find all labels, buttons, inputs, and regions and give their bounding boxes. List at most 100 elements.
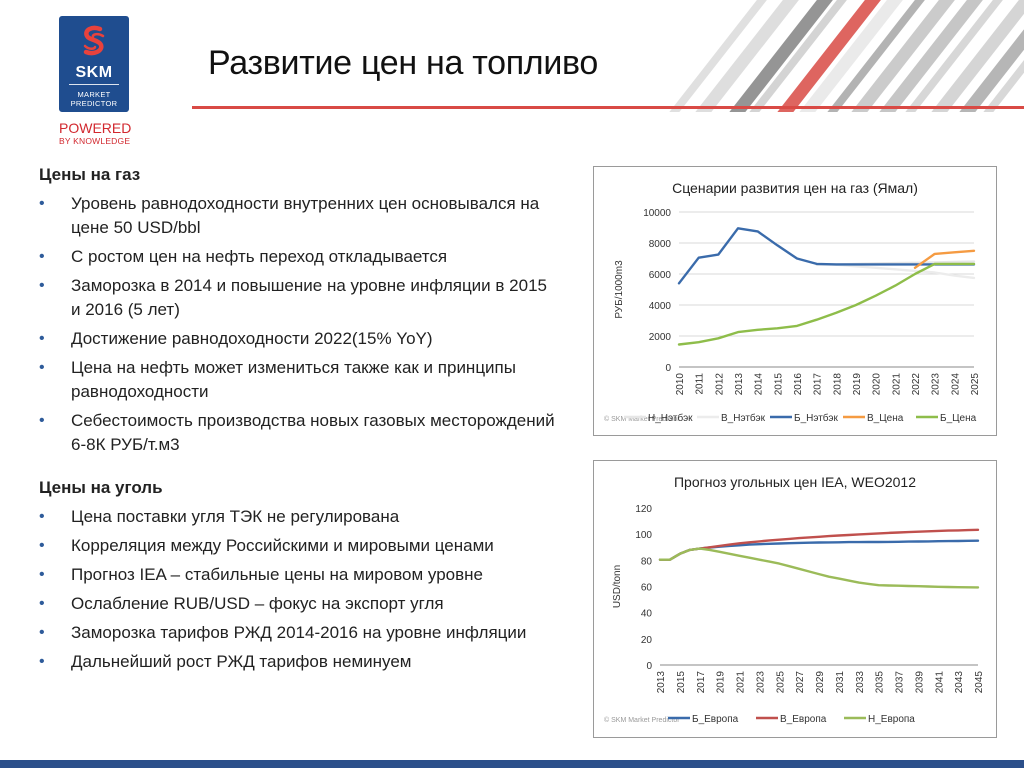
x-tick-label: 2029 <box>815 671 826 694</box>
skm-logo-mark-icon <box>83 25 105 56</box>
x-tick-label: 2020 <box>872 373 883 396</box>
legend-label: Б_Нэтбэк <box>794 412 839 424</box>
header-stripes <box>640 0 1024 112</box>
y-tick-label: 2000 <box>649 332 672 343</box>
bullet-item: С ростом цен на нефть переход откладывае… <box>39 245 559 269</box>
coal-chart-frame: Прогноз угольных цен IEA, WEO2012 0 20 40 60… <box>593 460 997 738</box>
skm-logo: SKM MARKET PREDICTOR <box>59 16 129 112</box>
y-tick-label: 4000 <box>649 301 672 312</box>
x-tick-label: 2027 <box>795 671 806 694</box>
chart-watermark: © SKM Market Predictor <box>604 415 680 423</box>
x-tick-label: 2015 <box>676 671 687 694</box>
x-tick-label: 2023 <box>755 671 766 694</box>
bullet-item: Достижение равнодоходности 2022(15% YoY) <box>39 327 559 351</box>
logo-tagline: MARKET PREDICTOR <box>59 90 129 108</box>
x-tick-label: 2014 <box>754 373 765 396</box>
series-line <box>815 262 976 280</box>
gas-chart-frame: Сценарии развития цен на газ (Ямал) 0 2000… <box>593 166 997 436</box>
x-tick-label: 2019 <box>716 671 727 694</box>
bullet-item: Корреляция между Российскими и мировыми … <box>39 534 559 558</box>
x-tick-label: 2011 <box>695 373 706 395</box>
chart-watermark: © SKM Market Predictor <box>604 716 680 724</box>
text-column: Цены на газ Уровень равнодоходности внут… <box>39 164 559 679</box>
title-underline <box>192 106 1024 109</box>
y-tick-label: 60 <box>641 583 653 594</box>
gas-heading: Цены на газ <box>39 165 141 184</box>
y-tick-label: 40 <box>641 609 653 620</box>
series-line <box>677 227 976 285</box>
legend-label: В_Европа <box>780 714 827 725</box>
x-tick-label: 2018 <box>832 373 843 396</box>
bullet-item: Цена на нефть может измениться также как… <box>39 356 559 404</box>
bullet-item: Уровень равнодоходности внутренних цен о… <box>39 192 559 240</box>
bullet-item: Себестоимость производства новых газовых… <box>39 409 559 457</box>
bullet-item: Цена поставки угля ТЭК не регулирована <box>39 505 559 529</box>
x-tick-label: 2021 <box>736 671 747 694</box>
x-tick-label: 2012 <box>714 373 725 396</box>
y-tick-label: 100 <box>635 530 652 541</box>
y-tick-label: 0 <box>665 363 671 374</box>
x-tick-label: 2035 <box>875 671 886 694</box>
bullet-item: Ослабление RUB/USD – фокус на экспорт уг… <box>39 592 559 616</box>
x-tick-label: 2025 <box>775 671 786 694</box>
legend-label: В_Нэтбэк <box>721 412 766 424</box>
x-tick-label: 2041 <box>934 671 945 694</box>
series-line <box>658 528 980 561</box>
x-tick-label: 2022 <box>911 373 922 396</box>
x-tick-label: 2043 <box>954 671 965 694</box>
logo-divider <box>69 84 119 85</box>
x-tick-label: 2031 <box>835 671 846 694</box>
coal-price-chart: Прогноз угольных цен IEA, WEO2012 0 20 40 60… <box>604 474 985 725</box>
powered-text: POWERED <box>59 120 132 136</box>
chart-title: Прогноз угольных цен IEA, WEO2012 <box>674 474 916 490</box>
y-tick-label: 8000 <box>649 239 672 250</box>
coal-heading: Цены на уголь <box>39 478 163 497</box>
legend-label: Н_Европа <box>868 714 915 725</box>
chart-title: Сценарии развития цен на газ (Ямал) <box>672 180 918 196</box>
x-tick-label: 2010 <box>675 373 686 396</box>
y-axis-label: USD/tonn <box>612 565 623 608</box>
bullet-item: Заморозка тарифов РЖД 2014-2016 на уровн… <box>39 621 559 645</box>
y-tick-label: 20 <box>641 635 653 646</box>
logo-tagline-line1: MARKET <box>77 90 111 99</box>
series-line <box>913 249 976 269</box>
x-tick-label: 2037 <box>895 671 906 694</box>
y-tick-label: 120 <box>635 504 652 515</box>
x-tick-label: 2025 <box>970 373 981 396</box>
bullet-item: Заморозка в 2014 и повышение на уровне и… <box>39 274 559 322</box>
series-line <box>658 547 980 589</box>
x-tick-label: 2039 <box>914 671 925 694</box>
y-tick-label: 10000 <box>643 208 671 219</box>
gas-price-chart: Сценарии развития цен на газ (Ямал) 0 2000… <box>604 180 981 424</box>
x-tick-label: 2023 <box>931 373 942 396</box>
y-tick-label: 0 <box>646 661 652 672</box>
x-tick-label: 2045 <box>974 671 985 694</box>
footer-bar <box>0 760 1024 768</box>
y-tick-label: 6000 <box>649 270 672 281</box>
legend-label: В_Цена <box>867 413 904 424</box>
gas-bullets: Уровень равнодоходности внутренних цен о… <box>39 192 559 457</box>
x-tick-label: 2013 <box>734 373 745 396</box>
page-title: Развитие цен на топливо <box>208 44 599 82</box>
legend-label: Б_Цена <box>940 413 977 424</box>
x-tick-label: 2017 <box>696 671 707 694</box>
x-tick-label: 2017 <box>813 373 824 396</box>
y-tick-label: 80 <box>641 556 653 567</box>
logo-tagline-line2: PREDICTOR <box>70 99 118 108</box>
by-knowledge-text: BY KNOWLEDGE <box>59 136 131 146</box>
bullet-item: Прогноз IEA – стабильные цены на мировом… <box>39 563 559 587</box>
x-tick-label: 2016 <box>793 373 804 396</box>
x-tick-label: 2019 <box>852 373 863 396</box>
legend-label: Б_Европа <box>692 714 739 725</box>
x-tick-label: 2024 <box>950 373 961 396</box>
series-line <box>677 262 976 346</box>
x-tick-label: 2013 <box>656 671 667 694</box>
coal-bullets: Цена поставки угля ТЭК не регулирована К… <box>39 505 559 674</box>
bullet-item: Дальнейший рост РЖД тарифов неминуем <box>39 650 559 674</box>
logo-name: SKM <box>75 64 113 81</box>
y-axis-label: РУБ/1000m3 <box>614 260 625 319</box>
x-tick-label: 2015 <box>773 373 784 396</box>
legend-label: Н_Нэтбэк <box>648 412 693 424</box>
x-tick-label: 2021 <box>891 373 902 396</box>
x-tick-label: 2033 <box>855 671 866 694</box>
